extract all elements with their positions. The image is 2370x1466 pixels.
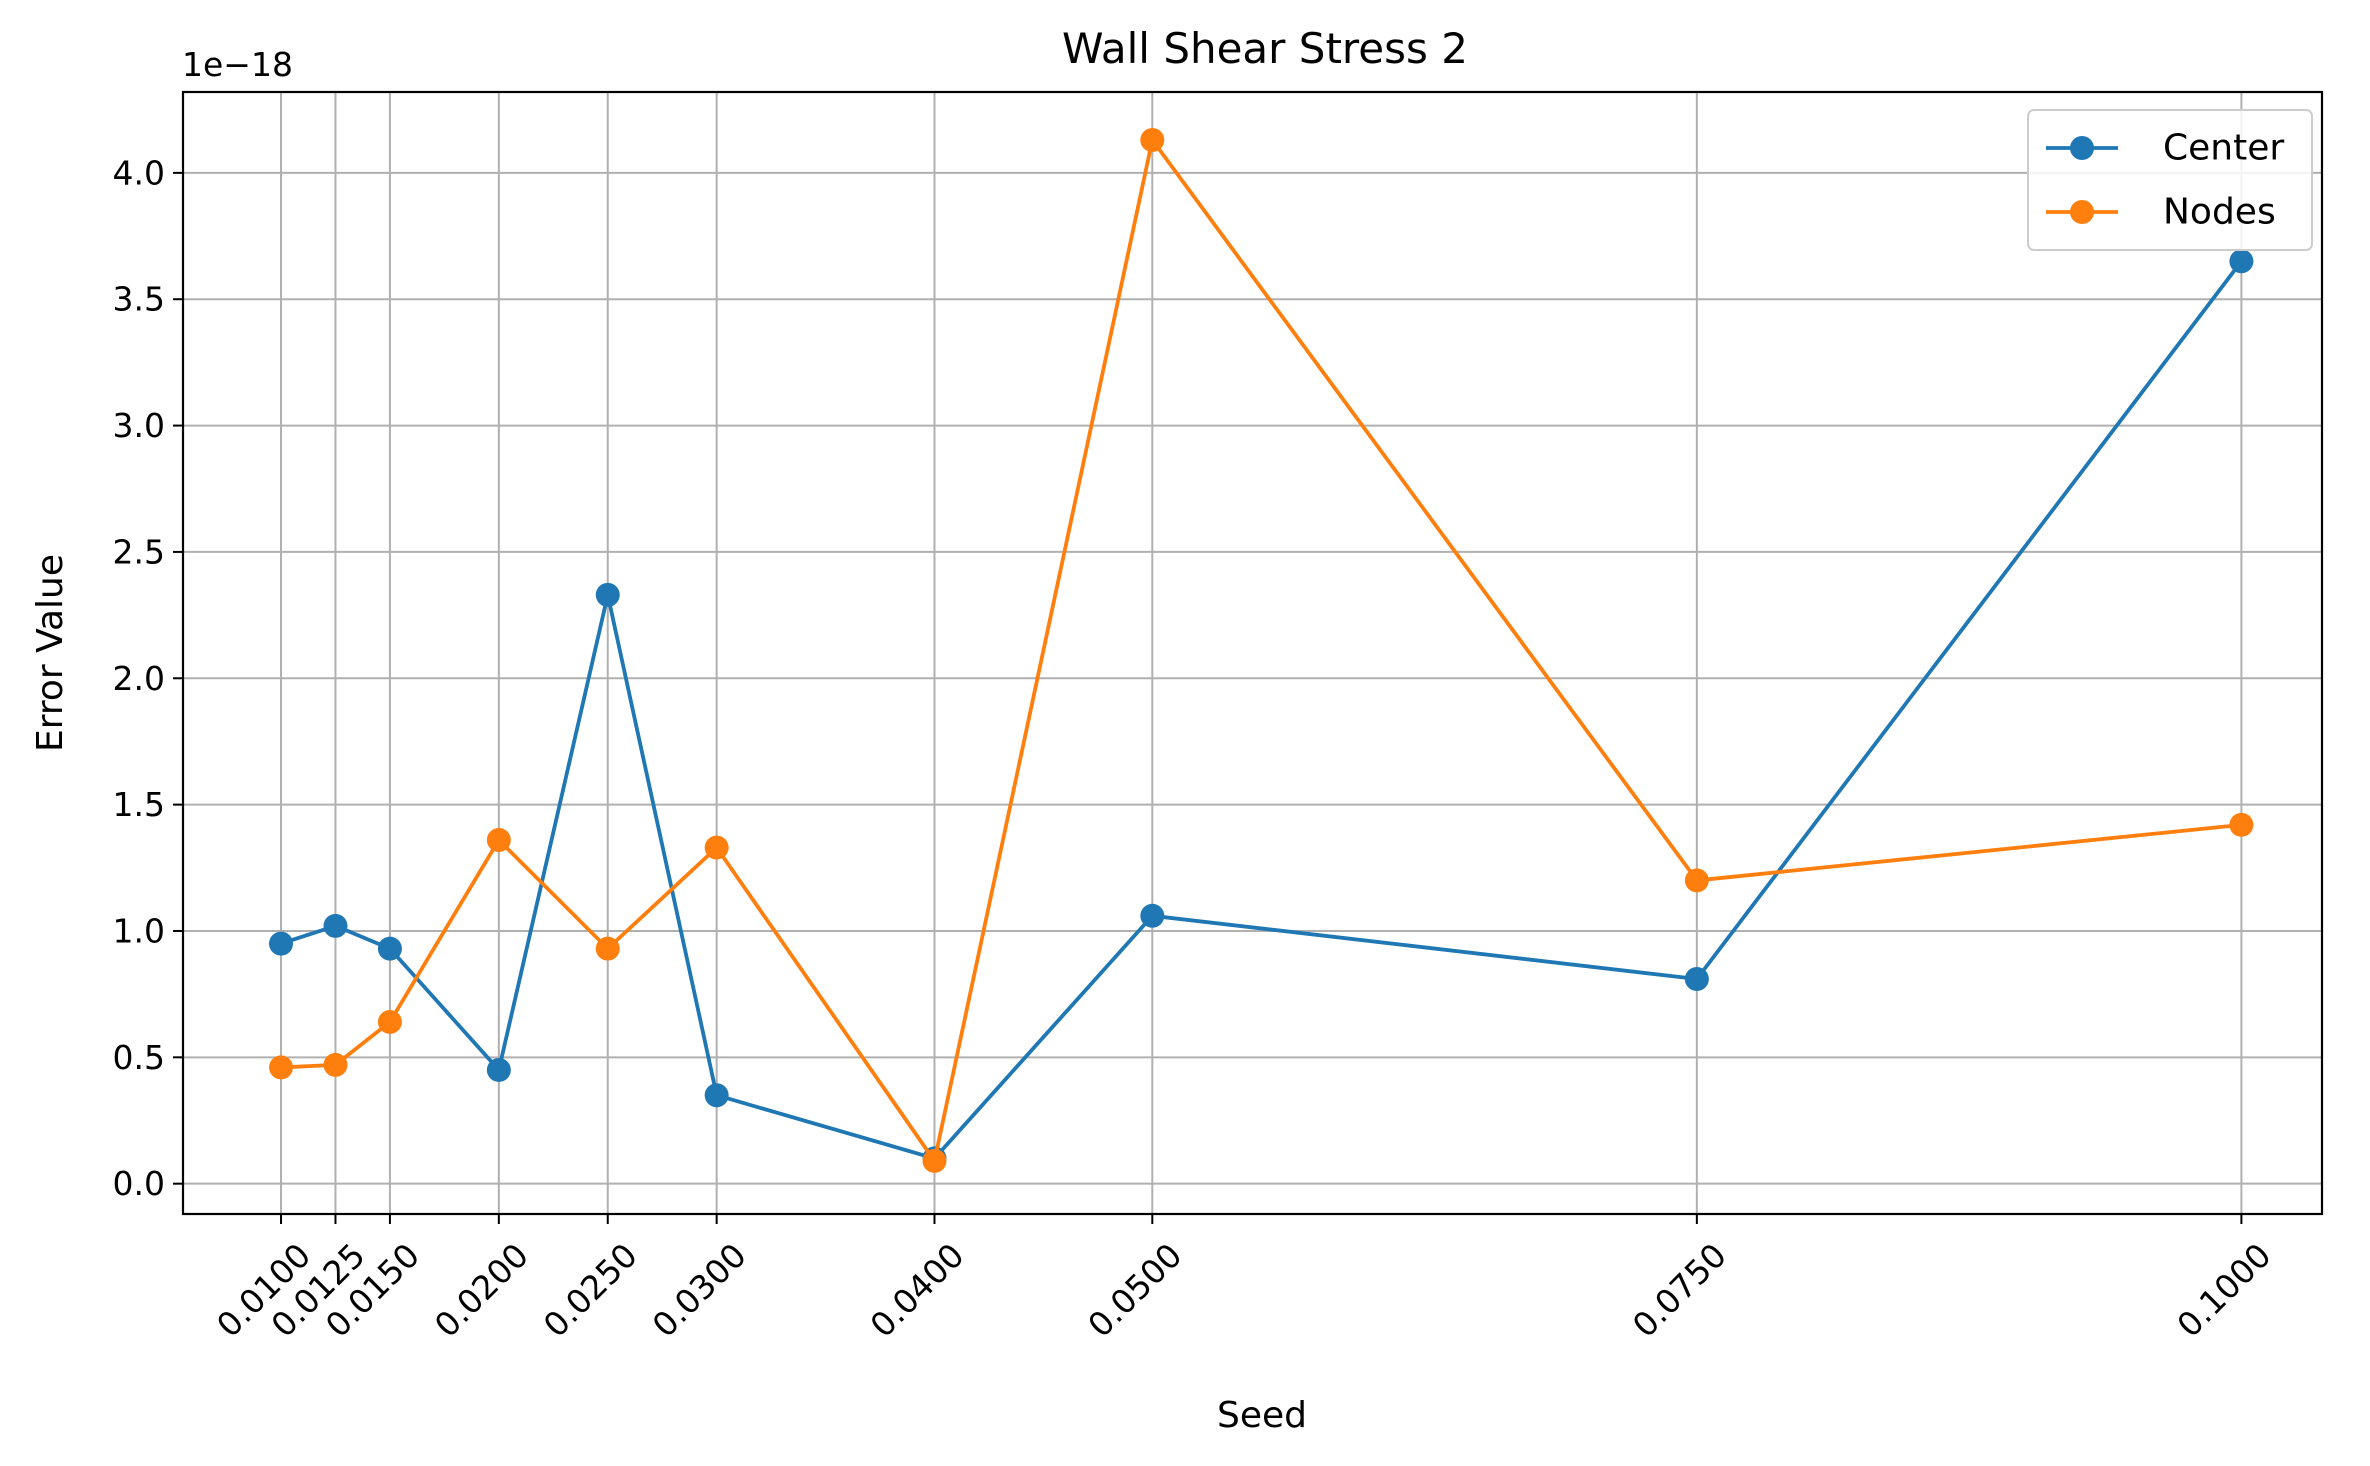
series-line-nodes — [280, 138, 2242, 1163]
y-tick-label: 0.5 — [113, 1038, 165, 1077]
data-point-center — [486, 1057, 511, 1082]
data-point-nodes — [323, 1052, 348, 1077]
data-point-nodes — [595, 936, 620, 961]
data-point-nodes — [1140, 128, 1165, 153]
data-point-center — [595, 582, 620, 607]
series-line-center — [280, 260, 2243, 1161]
legend-box — [2027, 109, 2313, 251]
y-tick-label: 3.0 — [113, 406, 165, 445]
legend-marker-center — [2070, 136, 2094, 160]
data-point-nodes — [377, 1009, 402, 1034]
x-tick-label: 0.0500 — [1080, 1236, 1189, 1345]
x-tick-label: 0.0300 — [645, 1236, 754, 1345]
data-point-nodes — [2229, 812, 2254, 837]
data-point-center — [1684, 966, 1709, 991]
data-point-nodes — [486, 828, 511, 852]
data-point-center — [269, 931, 294, 956]
x-tick-label: 0.0400 — [862, 1236, 971, 1345]
data-point-center — [2229, 249, 2254, 274]
y-tick-label: 3.5 — [113, 280, 165, 319]
data-point-center — [377, 936, 402, 961]
chart-title: Wall Shear Stress 2 — [1062, 24, 1468, 73]
y-tick-label: 4.0 — [113, 153, 165, 192]
y-tick-label: 0.0 — [113, 1164, 165, 1203]
y-tick-label: 2.0 — [113, 659, 165, 698]
grid-lines — [183, 92, 2322, 1214]
legend-marker-nodes — [2070, 200, 2094, 224]
data-point-nodes — [922, 1148, 947, 1173]
y-tick-label: 2.5 — [113, 532, 165, 571]
y-offset-label: 1e−18 — [182, 45, 293, 84]
x-axis-label: Seed — [1217, 1395, 1307, 1436]
data-point-center — [1140, 903, 1165, 928]
y-axis-label: Error Value — [30, 554, 71, 752]
x-tick-label: 0.1000 — [2169, 1236, 2278, 1345]
legend-label-center: Center — [2163, 128, 2284, 169]
y-tick-label: 1.0 — [113, 911, 165, 950]
data-point-center — [704, 1083, 729, 1108]
y-axis: 0.0 0.5 1.0 1.5 2.0 2.5 3.0 3.5 4.0 — [113, 153, 183, 1203]
data-point-nodes — [269, 1055, 294, 1080]
data-point-center — [323, 913, 348, 938]
data-point-nodes — [704, 835, 729, 860]
x-tick-label: 0.0750 — [1625, 1236, 1734, 1345]
y-tick-label: 1.5 — [113, 785, 165, 824]
x-tick-label: 0.0200 — [427, 1236, 536, 1345]
series-layer — [269, 128, 2254, 1173]
legend: Center Nodes — [2027, 109, 2313, 251]
x-tick-label: 0.0250 — [536, 1236, 645, 1345]
data-point-nodes — [1684, 868, 1709, 893]
plot-area-frame — [181, 90, 2324, 1216]
legend-label-nodes: Nodes — [2163, 192, 2276, 233]
